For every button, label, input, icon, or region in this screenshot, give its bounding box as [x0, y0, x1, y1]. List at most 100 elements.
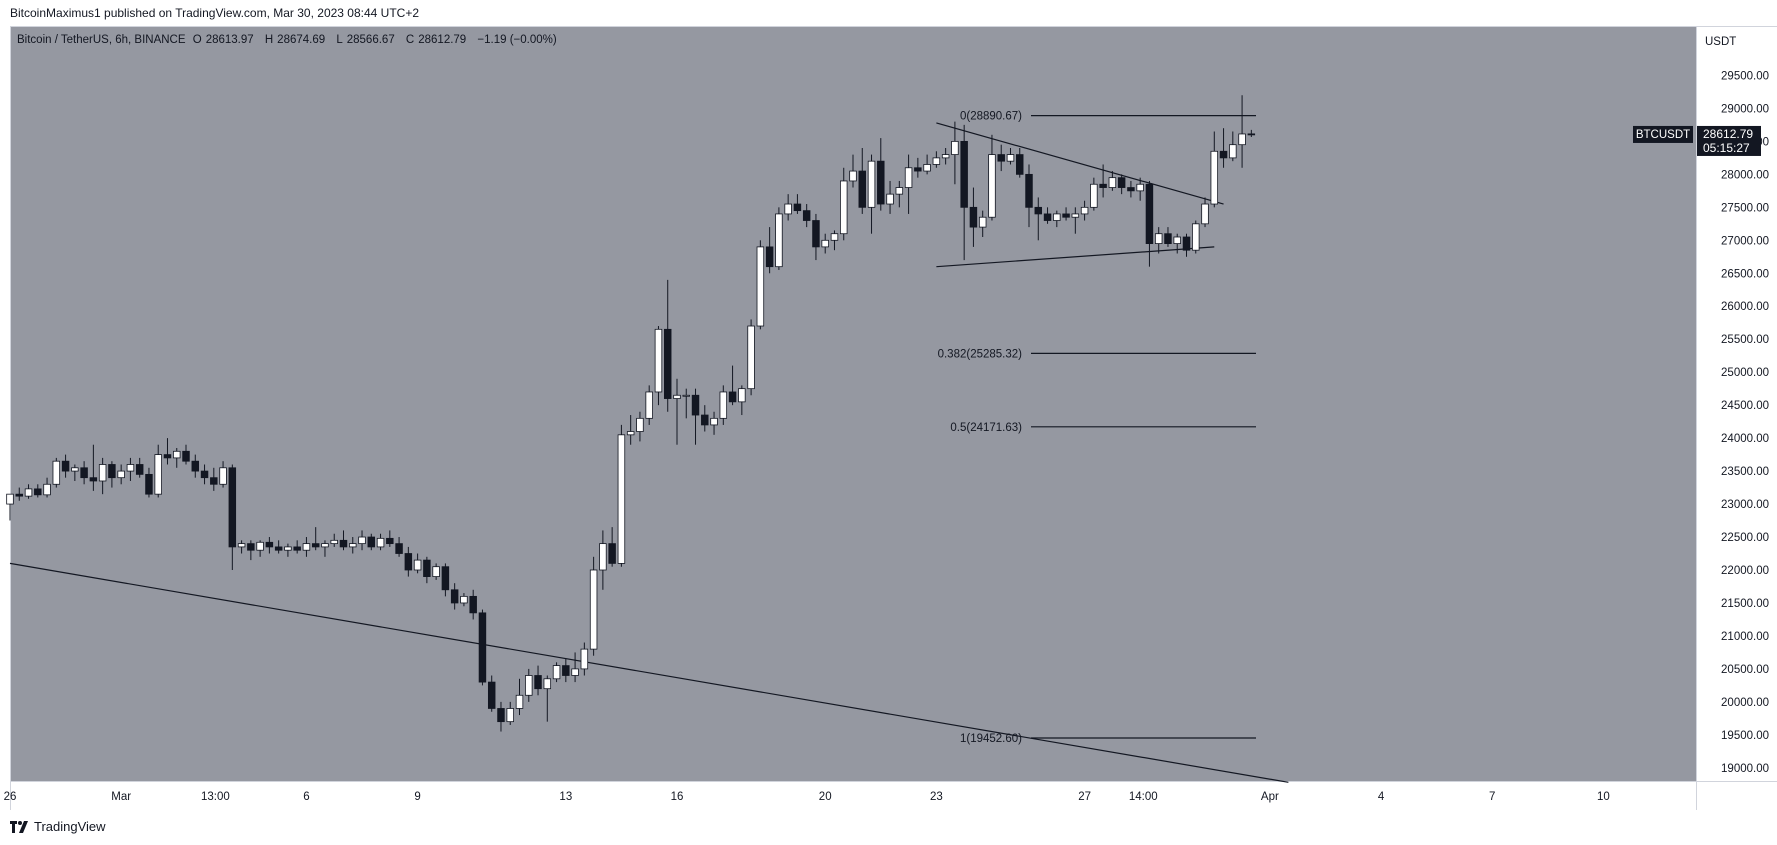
candle[interactable] [580, 642, 589, 676]
candle[interactable] [1053, 210, 1061, 228]
candle[interactable] [645, 385, 653, 425]
candle[interactable] [117, 464, 125, 485]
candle[interactable] [738, 385, 746, 416]
candle[interactable] [43, 477, 51, 498]
candle[interactable] [1173, 233, 1181, 254]
candle[interactable] [182, 444, 190, 465]
candle[interactable] [1071, 207, 1080, 234]
tradingview-brand[interactable]: TradingView [10, 819, 106, 834]
candle[interactable] [617, 424, 626, 567]
candle[interactable] [1080, 200, 1089, 221]
candle[interactable] [1108, 171, 1117, 191]
candle[interactable] [840, 167, 848, 241]
candle[interactable] [1117, 174, 1126, 195]
candle[interactable] [432, 563, 440, 580]
candle[interactable] [1219, 128, 1228, 168]
time-axis[interactable] [10, 782, 1696, 810]
candle[interactable] [423, 556, 431, 584]
candle[interactable] [256, 540, 264, 557]
candle[interactable] [404, 546, 413, 577]
candle[interactable] [1127, 180, 1135, 198]
trendline[interactable] [9, 562, 1289, 783]
candle[interactable] [487, 675, 496, 712]
candle[interactable] [951, 121, 959, 185]
candle[interactable] [599, 530, 607, 590]
candle[interactable] [61, 454, 70, 478]
candle[interactable] [867, 154, 876, 234]
candle[interactable] [756, 240, 765, 330]
candle[interactable] [858, 147, 866, 214]
candle[interactable] [191, 454, 200, 478]
candle[interactable] [765, 227, 774, 274]
candle[interactable] [710, 411, 718, 435]
candle[interactable] [52, 457, 61, 488]
candle[interactable] [923, 154, 931, 175]
candle[interactable] [135, 457, 144, 478]
candle[interactable] [728, 365, 737, 406]
candle[interactable] [237, 540, 246, 554]
candle[interactable] [358, 530, 366, 551]
chart-pane[interactable] [10, 26, 1696, 781]
candle[interactable] [210, 467, 218, 491]
candle[interactable] [997, 144, 1005, 172]
candle[interactable] [89, 444, 98, 491]
candle[interactable] [386, 530, 394, 547]
candle[interactable] [589, 556, 598, 656]
candle[interactable] [886, 180, 894, 214]
candle[interactable] [1238, 95, 1246, 168]
candle[interactable] [534, 665, 542, 696]
candle[interactable] [663, 279, 672, 412]
candle[interactable] [1136, 177, 1144, 201]
candle[interactable] [978, 210, 987, 238]
candle[interactable] [784, 194, 792, 221]
candle[interactable] [673, 378, 681, 445]
candle[interactable] [1145, 180, 1154, 267]
candle[interactable] [1034, 197, 1043, 241]
candle[interactable] [413, 553, 422, 574]
candle[interactable] [1090, 177, 1098, 211]
candle[interactable] [330, 533, 338, 547]
candle[interactable] [988, 134, 996, 221]
candle[interactable] [877, 138, 885, 211]
candle[interactable] [200, 464, 209, 485]
candle[interactable] [802, 204, 811, 228]
candle[interactable] [691, 388, 700, 445]
candle[interactable] [904, 154, 913, 214]
candle[interactable] [654, 326, 663, 406]
candle[interactable] [145, 467, 153, 498]
candle[interactable] [1062, 207, 1070, 221]
candle[interactable] [154, 444, 162, 498]
trendline[interactable] [936, 122, 1224, 205]
candle[interactable] [441, 563, 450, 597]
candle[interactable] [1025, 164, 1033, 228]
candle[interactable] [274, 540, 283, 554]
candle[interactable] [6, 493, 14, 521]
candle[interactable] [34, 484, 42, 498]
candle[interactable] [552, 662, 561, 683]
candle[interactable] [849, 154, 857, 188]
candle[interactable] [460, 593, 468, 607]
candle[interactable] [71, 464, 79, 481]
candle[interactable] [719, 385, 728, 425]
candle[interactable] [830, 230, 839, 251]
candle[interactable] [812, 213, 820, 261]
candle[interactable] [1154, 227, 1163, 254]
candle[interactable] [284, 543, 292, 557]
candle[interactable] [478, 609, 487, 686]
candle[interactable] [960, 124, 968, 261]
candle[interactable] [395, 537, 403, 557]
candle[interactable] [1182, 233, 1191, 257]
candle[interactable] [293, 540, 301, 554]
candle[interactable] [1099, 164, 1107, 198]
candle[interactable] [247, 540, 255, 561]
candle[interactable] [80, 461, 88, 485]
candle[interactable] [941, 147, 950, 165]
candle[interactable] [219, 461, 227, 488]
candle[interactable] [895, 180, 904, 208]
candle[interactable] [376, 533, 385, 551]
candle[interactable] [636, 411, 644, 442]
candle[interactable] [626, 415, 635, 445]
candle[interactable] [311, 527, 320, 551]
candle[interactable] [1247, 129, 1256, 137]
